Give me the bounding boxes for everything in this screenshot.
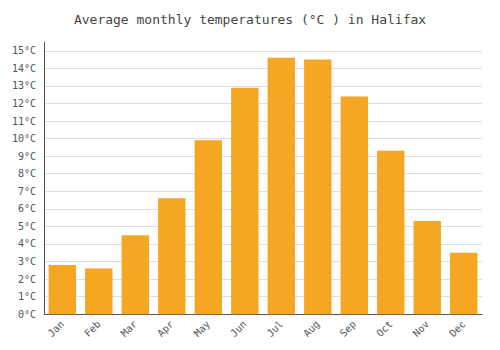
svg-text:Apr: Apr: [155, 318, 176, 339]
svg-text:Sep: Sep: [338, 318, 359, 339]
svg-text:Dec: Dec: [447, 318, 468, 339]
svg-text:14°C: 14°C: [12, 63, 36, 74]
svg-text:3°C: 3°C: [18, 256, 36, 267]
svg-text:Jul: Jul: [265, 318, 286, 339]
svg-text:4°C: 4°C: [18, 238, 36, 249]
svg-text:10°C: 10°C: [12, 133, 36, 144]
svg-text:5°C: 5°C: [18, 221, 36, 232]
svg-text:Average monthly temperatures (: Average monthly temperatures (°C ) in Ha…: [74, 12, 426, 27]
svg-text:Aug: Aug: [301, 318, 322, 339]
svg-text:8°C: 8°C: [18, 168, 36, 179]
svg-text:Oct: Oct: [374, 318, 395, 339]
svg-text:12°C: 12°C: [12, 98, 36, 109]
svg-text:6°C: 6°C: [18, 203, 36, 214]
svg-text:Nov: Nov: [411, 318, 432, 339]
svg-text:13°C: 13°C: [12, 80, 36, 91]
svg-text:2°C: 2°C: [18, 274, 36, 285]
svg-text:1°C: 1°C: [18, 291, 36, 302]
svg-text:Feb: Feb: [82, 318, 103, 339]
svg-text:9°C: 9°C: [18, 151, 36, 162]
svg-text:0°C: 0°C: [18, 309, 36, 320]
svg-text:Jun: Jun: [228, 318, 249, 339]
svg-text:11°C: 11°C: [12, 116, 36, 127]
svg-text:7°C: 7°C: [18, 186, 36, 197]
svg-text:Jan: Jan: [46, 318, 67, 339]
svg-text:May: May: [192, 318, 213, 339]
svg-text:15°C: 15°C: [12, 45, 36, 56]
svg-text:Mar: Mar: [119, 318, 140, 339]
